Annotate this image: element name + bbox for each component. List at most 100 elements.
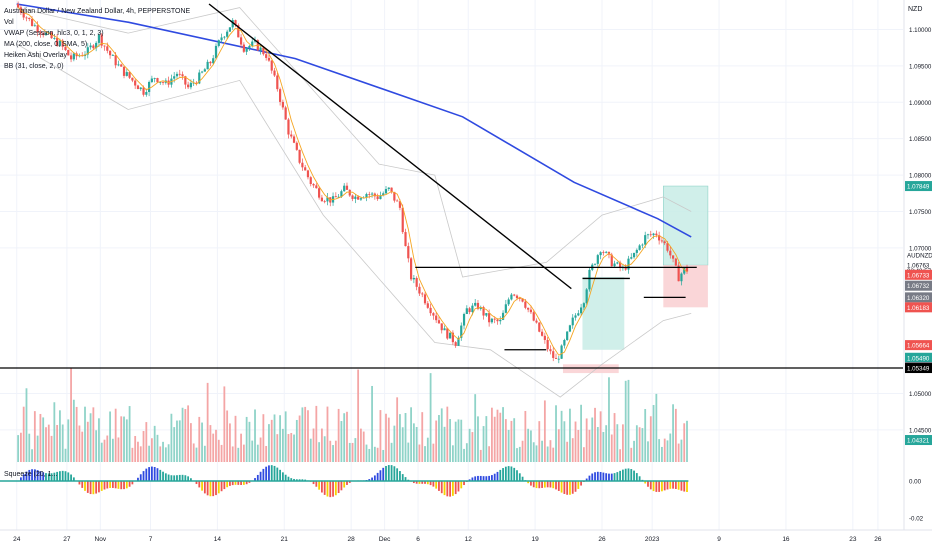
volume-bar bbox=[575, 422, 577, 462]
volume-bar bbox=[262, 414, 264, 462]
volume-bar bbox=[605, 425, 607, 462]
candle-body bbox=[597, 255, 599, 264]
volume-bar bbox=[444, 427, 446, 462]
candle-body bbox=[360, 198, 362, 199]
volume-bar bbox=[630, 448, 632, 462]
volume-bar bbox=[285, 411, 287, 462]
volume-bar bbox=[402, 427, 404, 462]
time-tick-label: 27 bbox=[63, 536, 71, 543]
squeeze-bar bbox=[477, 476, 479, 481]
price-tag-label: 1.06732 bbox=[907, 283, 930, 290]
squeeze-bar bbox=[552, 481, 554, 488]
legend-vwap[interactable]: VWAP (Session, hlc3, 0, 1, 2, 3) bbox=[4, 28, 190, 39]
squeeze-bar bbox=[628, 468, 630, 481]
legend-volume[interactable]: Vol bbox=[4, 17, 190, 28]
candle-body bbox=[661, 240, 663, 241]
squeeze-label[interactable]: Squeeze (20, 1... bbox=[4, 471, 57, 478]
candle-body bbox=[600, 252, 602, 255]
candle-body bbox=[524, 302, 526, 308]
volume-bar bbox=[405, 413, 407, 462]
volume-bar bbox=[614, 413, 616, 462]
candle-body bbox=[636, 250, 638, 253]
squeeze-bar bbox=[675, 481, 677, 489]
candle-body bbox=[549, 349, 551, 351]
squeeze-bar bbox=[112, 481, 114, 488]
price-tick-label: 1.08500 bbox=[909, 136, 932, 143]
candle-body bbox=[558, 359, 560, 360]
volume-bar bbox=[686, 421, 688, 462]
squeeze-bar bbox=[508, 466, 510, 481]
volume-bar bbox=[301, 407, 303, 462]
volume-bar bbox=[274, 414, 276, 462]
candle-body bbox=[265, 54, 267, 58]
candle-body bbox=[207, 62, 209, 69]
squeeze-bar bbox=[683, 481, 685, 492]
squeeze-bar bbox=[432, 481, 434, 487]
volume-bar bbox=[237, 448, 239, 462]
volume-bar bbox=[396, 397, 398, 462]
candle-body bbox=[455, 342, 457, 346]
legend-symbol[interactable]: Australian Dollar / New Zealand Dollar, … bbox=[4, 6, 190, 17]
volume-bar bbox=[446, 407, 448, 462]
volume-bar bbox=[497, 410, 499, 462]
volume-bar bbox=[226, 410, 228, 462]
volume-bar bbox=[661, 447, 663, 462]
legend-bb[interactable]: BB (31, close, 2, 0) bbox=[4, 61, 190, 72]
squeeze-bar bbox=[157, 468, 159, 481]
candle-body bbox=[510, 295, 512, 300]
candle-body bbox=[377, 196, 379, 199]
legend-heiken-ashi[interactable]: Heiken Ashi Overlay bbox=[4, 50, 190, 61]
candle-body bbox=[259, 48, 261, 51]
squeeze-bar bbox=[672, 481, 674, 489]
volume-bar bbox=[201, 423, 203, 462]
candle-body bbox=[154, 78, 156, 79]
volume-bar bbox=[541, 441, 543, 462]
legend-ma200[interactable]: MA (200, close, 0, SMA, 5) bbox=[4, 39, 190, 50]
volume-bar bbox=[299, 416, 301, 462]
volume-bar bbox=[505, 419, 507, 462]
volume-bar bbox=[101, 443, 103, 462]
squeeze-bar bbox=[558, 481, 560, 491]
squeeze-bar bbox=[513, 468, 515, 481]
squeeze-bar bbox=[541, 481, 543, 488]
candle-body bbox=[279, 89, 281, 102]
squeeze-bar bbox=[285, 475, 287, 481]
volume-bar bbox=[385, 414, 387, 462]
stop-zone bbox=[663, 265, 708, 307]
volume-bar bbox=[84, 407, 86, 462]
candle-body bbox=[535, 321, 537, 323]
candle-body bbox=[630, 257, 632, 258]
squeeze-bar bbox=[260, 472, 262, 481]
candle-body bbox=[285, 107, 287, 119]
candle-body bbox=[463, 314, 465, 326]
volume-bar bbox=[332, 445, 334, 462]
volume-bar bbox=[374, 447, 376, 462]
price-tick-label: 1.07000 bbox=[909, 245, 932, 252]
volume-bar bbox=[137, 442, 139, 462]
volume-bar bbox=[168, 444, 170, 462]
squeeze-bar bbox=[129, 481, 131, 487]
squeeze-bar bbox=[636, 473, 638, 481]
candle-body bbox=[499, 320, 501, 321]
squeeze-bar bbox=[616, 472, 618, 481]
candle-body bbox=[271, 61, 273, 71]
volume-bar bbox=[622, 424, 624, 462]
candle-body bbox=[613, 264, 615, 267]
volume-bar bbox=[536, 445, 538, 462]
volume-bar bbox=[672, 404, 674, 462]
volume-bar bbox=[120, 416, 122, 462]
price-tick-label: 1.09000 bbox=[909, 100, 932, 107]
candle-body bbox=[287, 120, 289, 135]
candle-body bbox=[335, 196, 337, 197]
squeeze-bar bbox=[215, 481, 217, 495]
price-tag-label: 1.05664 bbox=[907, 343, 930, 350]
candle-body bbox=[560, 346, 562, 359]
volume-bar bbox=[474, 394, 476, 462]
candle-body bbox=[179, 74, 181, 75]
squeeze-bar bbox=[173, 475, 175, 481]
volume-bar bbox=[140, 446, 142, 462]
volume-bar bbox=[118, 437, 120, 462]
squeeze-bar bbox=[168, 475, 170, 481]
